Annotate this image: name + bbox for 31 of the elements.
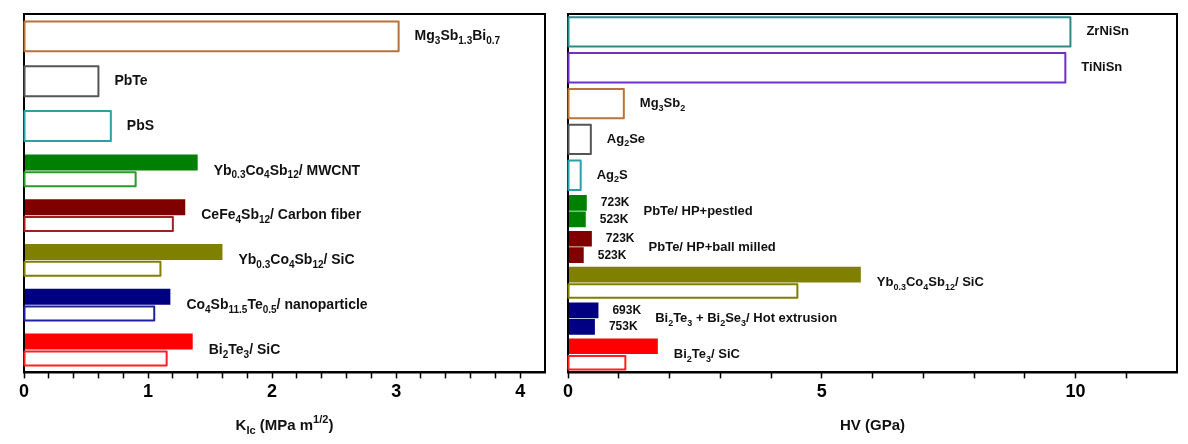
bar [567,159,582,191]
bar [24,199,186,216]
annotation: 693K [612,302,642,317]
x-tick-label: 0 [18,381,30,402]
x-axis-title: HV (GPa) [840,416,906,434]
annotation: 523K [597,247,627,262]
category-label: TiNiSn [1081,59,1123,75]
annotation: 723K [605,231,635,246]
x-tick-label: 5 [816,381,827,402]
bar [23,350,168,367]
category-label: PbTe/ HP+pestled [643,202,753,218]
bar [567,16,1072,48]
bar [567,87,625,120]
bar [568,338,658,355]
x-tick-label: 1 [143,381,154,402]
bar [567,52,1067,84]
x-tick-label: 10 [1065,381,1086,402]
x-tick-label: 0 [562,381,574,402]
category-label: PbS [126,116,155,133]
category-label: ZrNiSn [1086,23,1130,39]
category-label: PbTe [114,72,148,89]
category-label: PbTe/ HP+ball milled [648,238,776,254]
x-tick-label: 2 [267,381,278,402]
bar [24,288,171,305]
bar [567,123,592,156]
x-tick-label: 4 [515,381,526,402]
bar [23,305,156,322]
x-tick-label: 3 [391,381,402,402]
annotation: 753K [608,319,638,334]
annotation: 523K [599,211,629,226]
annotation: 723K [600,195,630,210]
